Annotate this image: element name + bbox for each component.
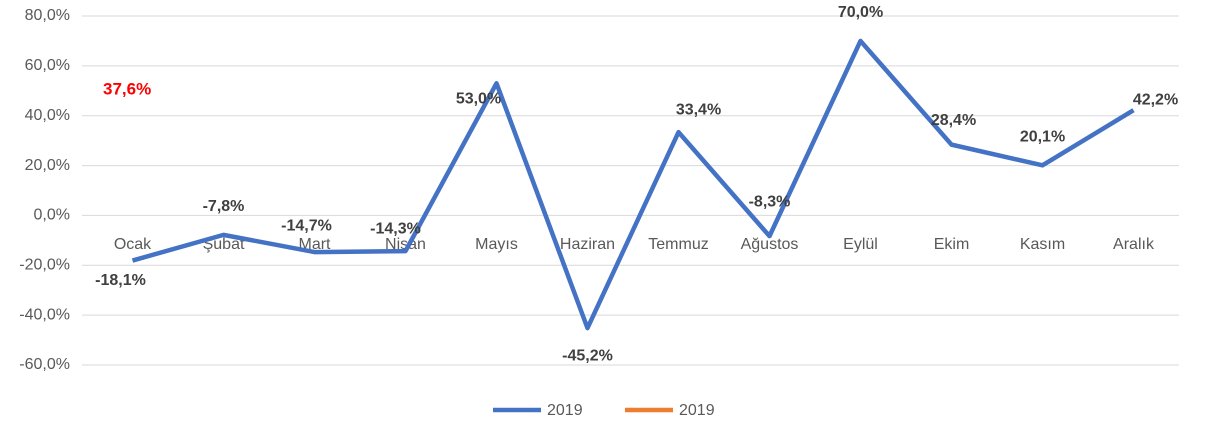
- x-tick-label: Temmuz: [648, 236, 708, 253]
- data-label: -14,3%: [370, 220, 421, 237]
- y-tick-label: 0,0%: [34, 207, 70, 224]
- x-tick-label: Kasım: [1020, 236, 1065, 253]
- x-tick-label: Şubat: [203, 236, 245, 253]
- x-tick-label: Haziran: [560, 236, 615, 253]
- y-tick-label: 20,0%: [25, 157, 70, 174]
- x-tick-label: Ocak: [114, 236, 152, 253]
- x-tick-label: Mayıs: [475, 236, 518, 253]
- y-tick-label: -20,0%: [19, 257, 70, 274]
- legend-label: 2019: [679, 402, 715, 419]
- data-label: -45,2%: [562, 347, 613, 364]
- y-tick-label: 40,0%: [25, 107, 70, 124]
- y-tick-label: 60,0%: [25, 57, 70, 74]
- y-tick-label: -60,0%: [19, 356, 70, 373]
- data-label: 28,4%: [931, 112, 976, 129]
- legend-label: 2019: [547, 402, 583, 419]
- data-label: 70,0%: [838, 4, 883, 21]
- x-tick-label: Ekim: [934, 236, 970, 253]
- data-label: -8,3%: [749, 193, 791, 210]
- x-tick-label: Ağustos: [741, 236, 799, 253]
- annotation: 37,6%: [103, 79, 151, 98]
- data-label: -18,1%: [95, 272, 146, 289]
- data-label: 20,1%: [1020, 129, 1065, 146]
- data-label: 42,2%: [1133, 91, 1178, 108]
- y-tick-label: -40,0%: [19, 306, 70, 323]
- series-line: [131, 38, 1135, 331]
- x-tick-label: Eylül: [843, 236, 878, 253]
- x-tick-label: Aralık: [1113, 236, 1155, 253]
- data-label: 33,4%: [676, 101, 721, 118]
- data-label: -14,7%: [281, 217, 332, 234]
- data-label: 53,0%: [456, 91, 501, 108]
- data-label: -7,8%: [203, 198, 245, 215]
- y-tick-label: 80,0%: [25, 7, 70, 24]
